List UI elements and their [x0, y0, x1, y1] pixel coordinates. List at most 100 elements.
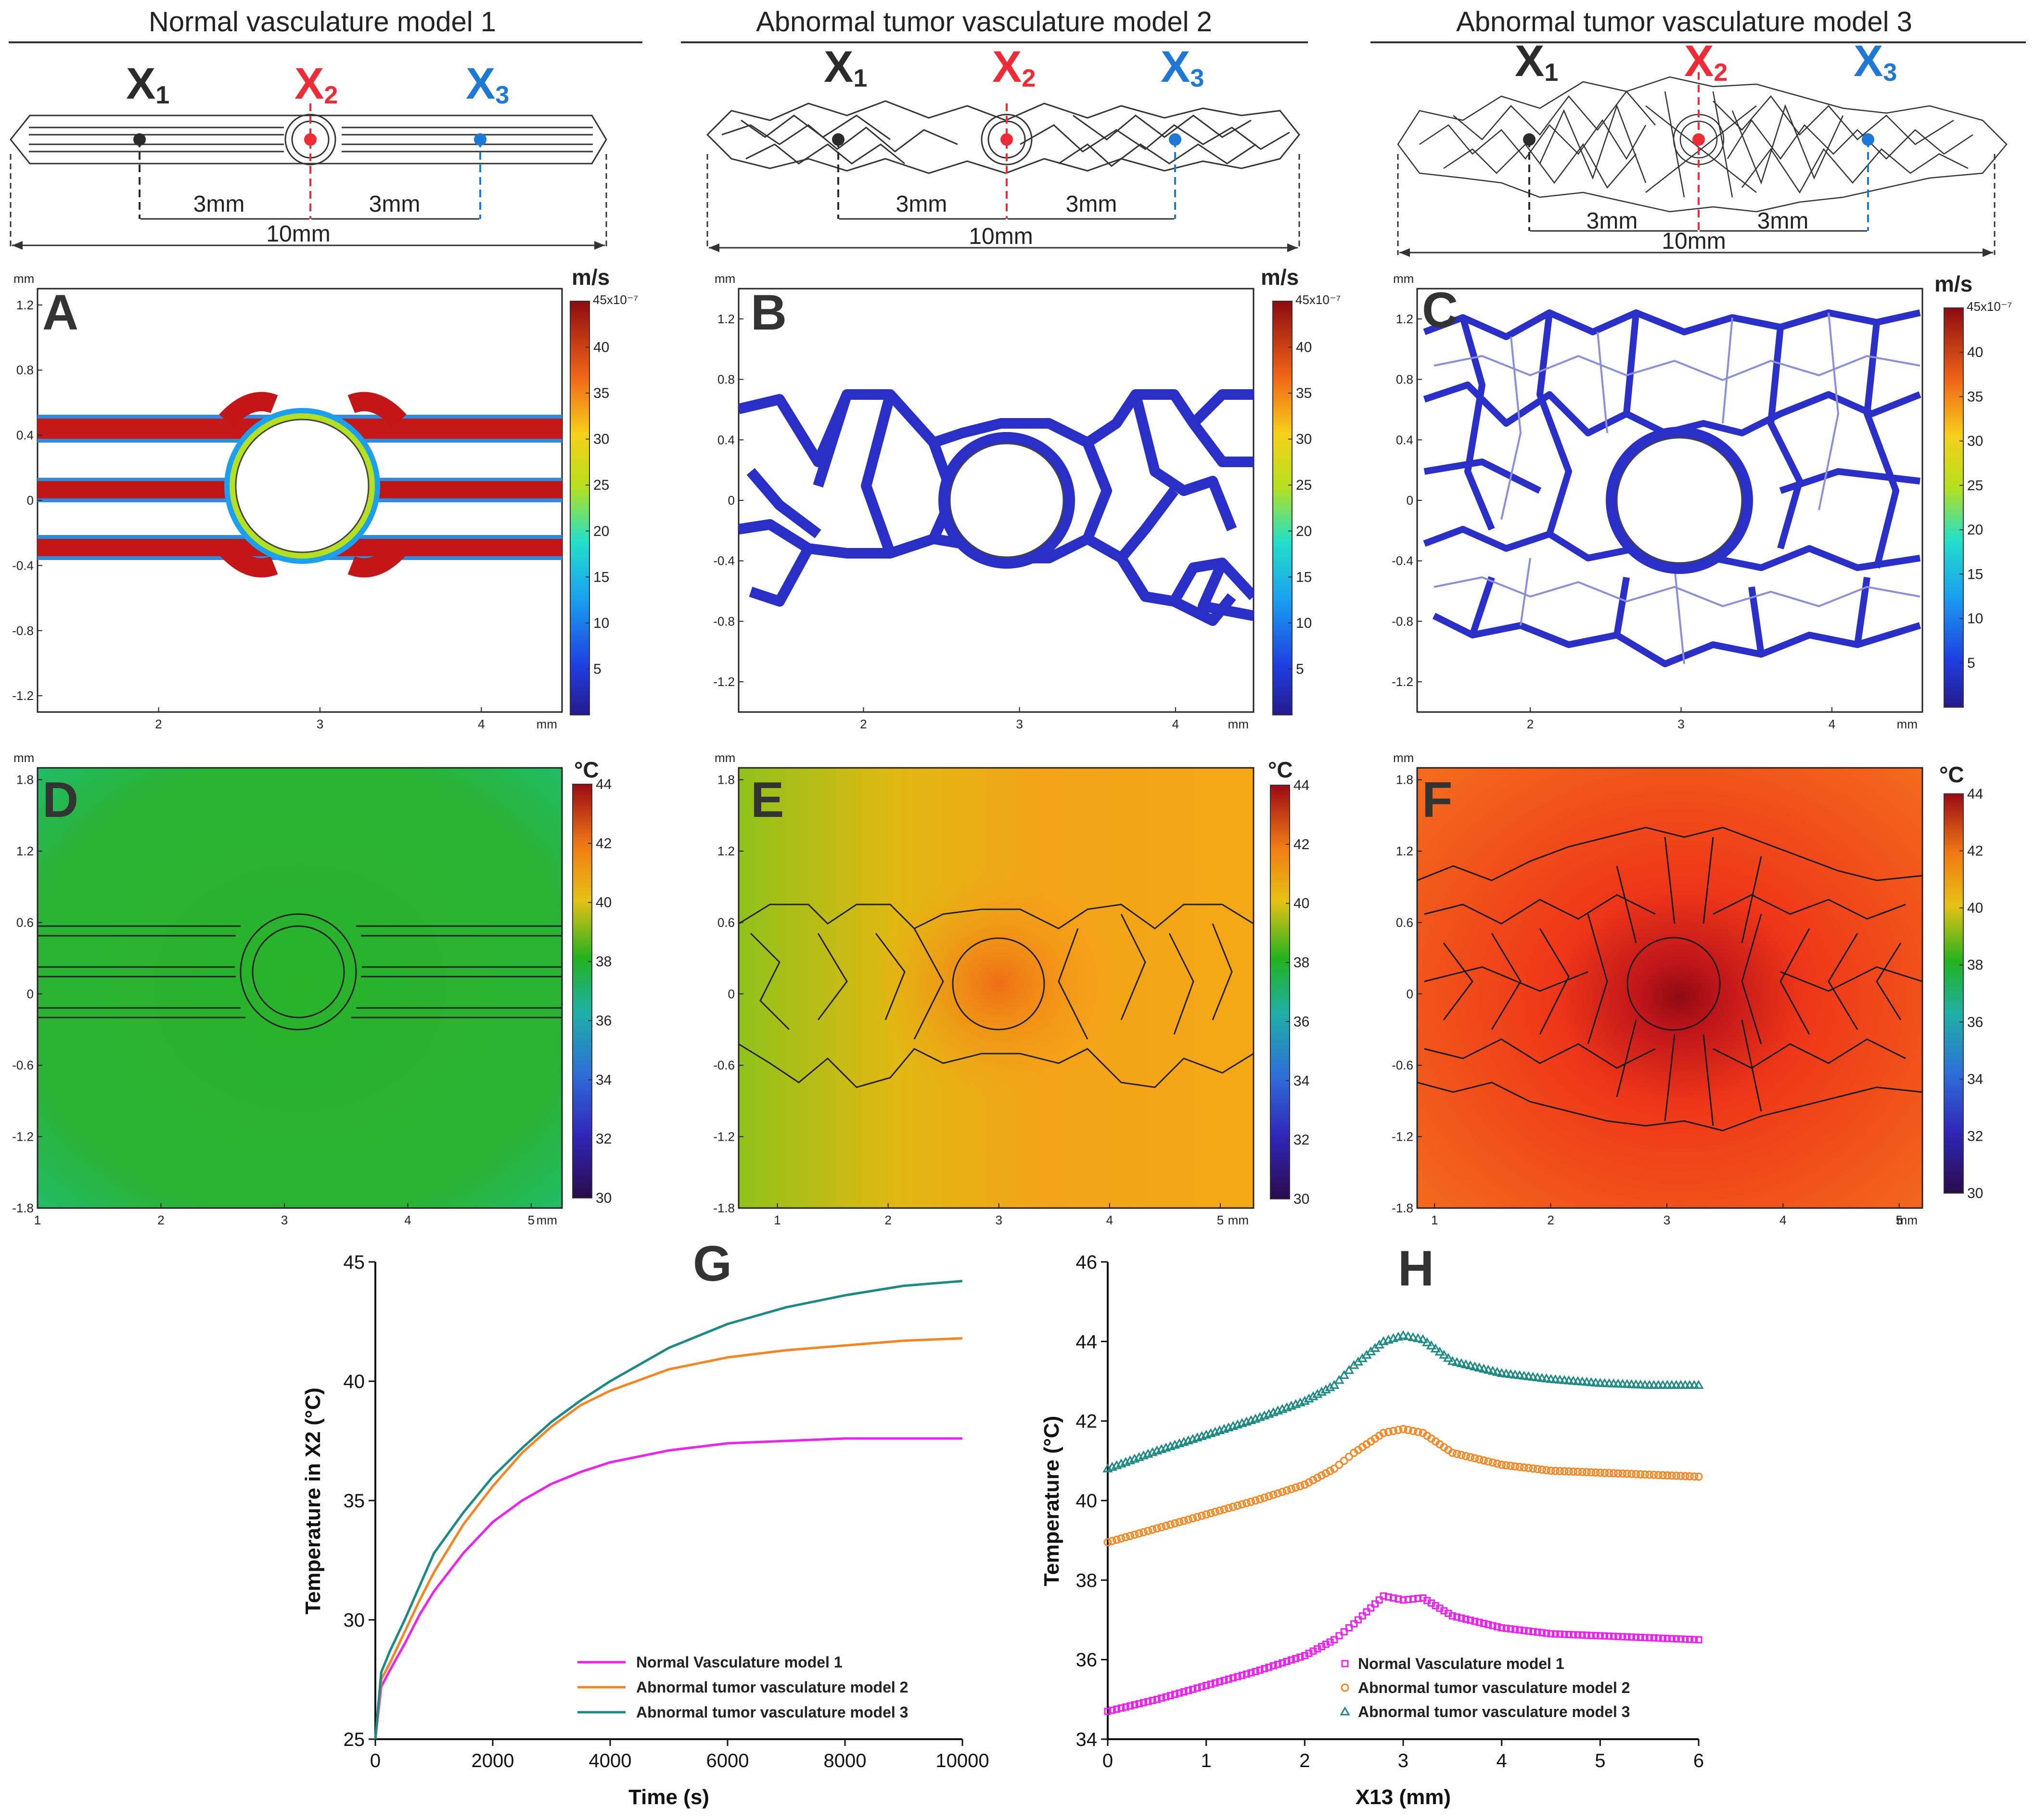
chart-g-ylabel: Temperature in X2 (°C) — [301, 1387, 325, 1615]
chart-h-point — [1646, 1634, 1653, 1642]
chart-h-point — [1507, 1625, 1514, 1633]
colorbar-B: m/s 45x10⁻⁷ — [1261, 265, 1341, 715]
chart-h-point — [1578, 1468, 1587, 1476]
map-y-tick-label: -1.2 — [713, 675, 735, 689]
chart-h-point — [1363, 1608, 1370, 1616]
chart-h-point — [1203, 1681, 1210, 1689]
colorbar-tick-label: 34 — [1967, 1071, 1983, 1087]
colorbar-tick-label: 40 — [1293, 896, 1309, 912]
chart-h-point — [1458, 1614, 1465, 1622]
chart-h-point — [1282, 1486, 1291, 1495]
chart-h-point — [1296, 1653, 1304, 1661]
velocity-unit: m/s — [1934, 271, 1972, 296]
chart-h-point — [1309, 1476, 1318, 1484]
chart-h-point — [1550, 1374, 1561, 1384]
chart-h-point — [1422, 1337, 1433, 1347]
dim-total: 10mm — [969, 224, 1033, 249]
chart-h-point — [1672, 1472, 1680, 1480]
chart-h-point — [1532, 1372, 1543, 1381]
chart-h-point — [1325, 1382, 1335, 1391]
chart-h-point — [1520, 1463, 1528, 1472]
chart-h-point — [1384, 1427, 1393, 1436]
colorbar-tick-label: 35 — [1967, 389, 1983, 405]
temperature-unit: °C — [1939, 762, 1964, 787]
x3-dot — [474, 133, 486, 146]
x1-dot — [832, 133, 845, 146]
chart-h-y-tick-label: 34 — [1076, 1729, 1098, 1750]
chart-h-point — [1627, 1470, 1636, 1478]
map-y-tick-label: 0 — [1407, 493, 1413, 508]
chart-h-point — [1457, 1451, 1466, 1459]
chart-h-point — [1448, 1449, 1457, 1457]
chart-h-point — [1551, 1466, 1560, 1475]
chart-g-legend-label: Abnormal tumor vasculature model 3 — [636, 1704, 908, 1721]
colorbar-tick-label: 30 — [1293, 1191, 1309, 1207]
chart-h-point — [1180, 1688, 1188, 1696]
map-y-tick-label: -1.2 — [713, 1130, 735, 1144]
chart-h-point — [1485, 1621, 1492, 1629]
chart-h-point — [1157, 1523, 1166, 1531]
chart-h-point — [1148, 1525, 1157, 1534]
colorbar-tick-label: 44 — [1967, 786, 1983, 802]
colorbar-tick-label: 25 — [593, 477, 609, 493]
scale-label: 45x10⁻⁷ — [1295, 293, 1341, 307]
map-x-unit: mm — [537, 717, 557, 731]
map-x-unit: mm — [1897, 717, 1918, 731]
map-y-unit: mm — [1393, 751, 1414, 765]
chart-h-point — [1654, 1471, 1663, 1479]
chart-g-xlabel: Time (s) — [628, 1785, 709, 1809]
map-y-tick-label: -1.2 — [1392, 1130, 1413, 1144]
chart-h-point — [1519, 1371, 1529, 1380]
chart-h-point — [1637, 1633, 1644, 1641]
colorbar-tick-label: 5 — [1967, 655, 1975, 671]
chart-h-point — [1570, 1631, 1577, 1639]
map-y-unit: mm — [1393, 271, 1414, 286]
chart-h-point — [1480, 1620, 1487, 1628]
chart-h-y-tick-label: 46 — [1076, 1252, 1098, 1273]
chart-h-point — [1510, 1369, 1521, 1379]
x3-label: X3 — [1161, 42, 1204, 92]
colorbar-tick-label: 35 — [593, 385, 609, 401]
map-x-tick-label: 2 — [1547, 1213, 1554, 1227]
map-x-unit: mm — [1228, 1213, 1249, 1227]
chart-h-point — [1331, 1636, 1338, 1643]
chart-h-point — [1108, 1537, 1116, 1545]
chart-h-point — [1403, 1331, 1413, 1340]
schematic-row: Normal vasculature model 1 Abnormal tumo… — [9, 6, 2026, 257]
dim-left: 3mm — [896, 191, 947, 217]
map-x-tick-label: 4 — [478, 717, 485, 731]
chart-h-point — [1685, 1472, 1694, 1481]
chart-h-point — [1610, 1632, 1617, 1640]
x1-label: X1 — [126, 59, 169, 109]
chart-h-point — [1144, 1698, 1152, 1705]
chart-h-point — [1556, 1467, 1564, 1476]
chart-h-point — [1144, 1527, 1152, 1535]
chart-h-point — [1577, 1376, 1587, 1386]
map-y-tick-label: -0.8 — [12, 624, 34, 638]
map-y-unit: mm — [715, 751, 735, 765]
chart-h-point — [1694, 1472, 1703, 1481]
chart-h-point — [1536, 1373, 1547, 1382]
chart-h-point — [1461, 1452, 1470, 1461]
map-y-tick-label: 1.8 — [1396, 773, 1413, 787]
colorbar-tick-label: 44 — [596, 776, 612, 792]
chart-h-point — [1316, 1387, 1327, 1396]
chart-h-point — [1122, 1703, 1129, 1711]
chart-h-point — [1278, 1488, 1287, 1496]
map-y-tick-label: 1.2 — [717, 844, 735, 858]
chart-h-point — [1686, 1636, 1693, 1643]
chart-h-point — [1591, 1468, 1600, 1477]
chart-h-point — [1344, 1452, 1353, 1461]
colorbar-tick-label: 20 — [593, 523, 609, 539]
chart-h-point — [1659, 1471, 1667, 1479]
map-x-tick-label: 1 — [34, 1213, 41, 1227]
chart-h-point — [1304, 1393, 1314, 1403]
colorbar-tick-label: 30 — [1967, 1185, 1983, 1201]
chart-h-point — [1335, 1461, 1344, 1469]
chart-h-point — [1308, 1391, 1318, 1400]
chart-h-point — [1434, 1347, 1445, 1356]
panel-label-e: E — [751, 772, 784, 828]
chart-h-point — [1408, 1332, 1419, 1341]
chart-h-point — [1447, 1356, 1458, 1365]
chart-h-point — [1313, 1474, 1322, 1482]
